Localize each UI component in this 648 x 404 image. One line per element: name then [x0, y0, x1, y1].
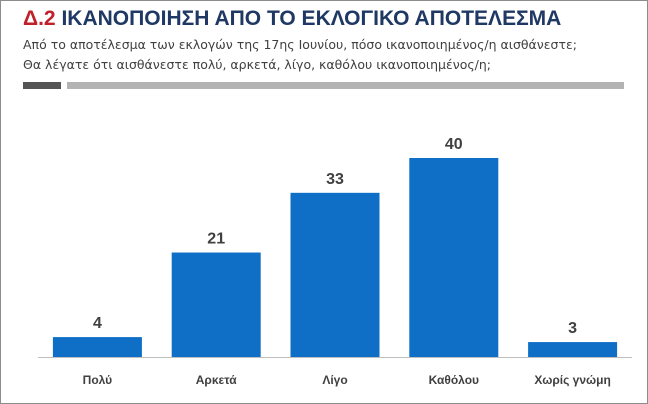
category-label-4: Χωρίς γνώμη	[534, 373, 610, 387]
bar-3	[409, 158, 499, 357]
question-line-1: Από το αποτέλεσμα των εκλογών της 17ης Ι…	[23, 37, 577, 52]
data-label-1: 21	[207, 231, 225, 248]
category-label-0: Πολύ	[83, 373, 112, 387]
title-code: Δ.2	[23, 7, 56, 30]
data-label-2: 33	[326, 171, 344, 188]
bar-1	[171, 252, 261, 357]
data-label-0: 4	[93, 315, 102, 332]
bar-4	[528, 342, 618, 357]
category-label-1: Αρκετά	[196, 373, 237, 387]
category-label-3: Καθόλου	[429, 373, 479, 387]
question-line-2: Θα λέγατε ότι αισθάνεστε πολύ, αρκετά, λ…	[23, 57, 492, 72]
data-label-4: 3	[568, 320, 577, 337]
bar-0	[52, 337, 142, 357]
category-label-2: Λίγο	[322, 373, 347, 387]
title-text: ΙΚΑΝΟΠΟΙΗΣΗ ΑΠΟ ΤΟ ΕΚΛΟΓΙΚΟ ΑΠΟΤΕΛΕΣΜΑ	[61, 7, 562, 30]
divider-dark	[23, 82, 61, 89]
data-label-3: 40	[445, 136, 463, 153]
chart-title: Δ.2 ΙΚΑΝΟΠΟΙΗΣΗ ΑΠΟ ΤΟ ΕΚΛΟΓΙΚΟ ΑΠΟΤΕΛΕΣ…	[23, 7, 561, 31]
bar-2	[290, 192, 380, 357]
divider-light	[67, 82, 624, 89]
